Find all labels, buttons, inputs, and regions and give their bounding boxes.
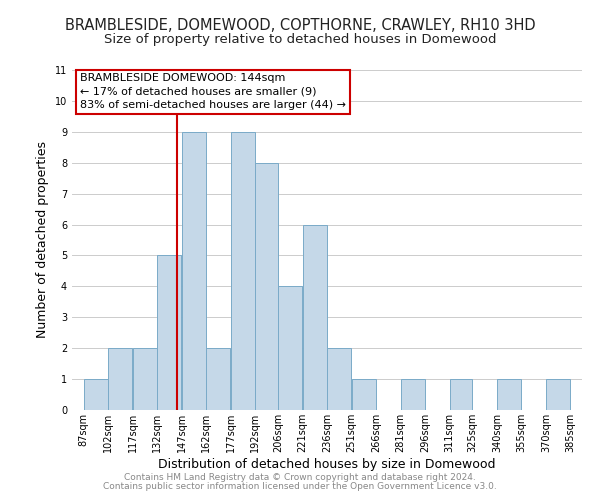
Bar — [133, 348, 157, 410]
Text: BRAMBLESIDE, DOMEWOOD, COPTHORNE, CRAWLEY, RH10 3HD: BRAMBLESIDE, DOMEWOOD, COPTHORNE, CRAWLE… — [65, 18, 535, 32]
Bar — [206, 348, 230, 410]
Bar — [256, 162, 278, 410]
Y-axis label: Number of detached properties: Number of detached properties — [37, 142, 49, 338]
Bar — [278, 286, 302, 410]
Bar — [401, 379, 425, 410]
Bar — [450, 379, 472, 410]
Bar — [303, 224, 326, 410]
Bar — [352, 379, 376, 410]
Bar — [157, 256, 181, 410]
Bar — [231, 132, 254, 410]
Text: Contains public sector information licensed under the Open Government Licence v3: Contains public sector information licen… — [103, 482, 497, 491]
Text: BRAMBLESIDE DOMEWOOD: 144sqm
← 17% of detached houses are smaller (9)
83% of sem: BRAMBLESIDE DOMEWOOD: 144sqm ← 17% of de… — [80, 74, 346, 110]
Bar — [182, 132, 206, 410]
Text: Contains HM Land Registry data © Crown copyright and database right 2024.: Contains HM Land Registry data © Crown c… — [124, 474, 476, 482]
Bar — [84, 379, 107, 410]
X-axis label: Distribution of detached houses by size in Domewood: Distribution of detached houses by size … — [158, 458, 496, 470]
Bar — [547, 379, 570, 410]
Bar — [109, 348, 132, 410]
Bar — [497, 379, 521, 410]
Bar — [328, 348, 351, 410]
Text: Size of property relative to detached houses in Domewood: Size of property relative to detached ho… — [104, 32, 496, 46]
